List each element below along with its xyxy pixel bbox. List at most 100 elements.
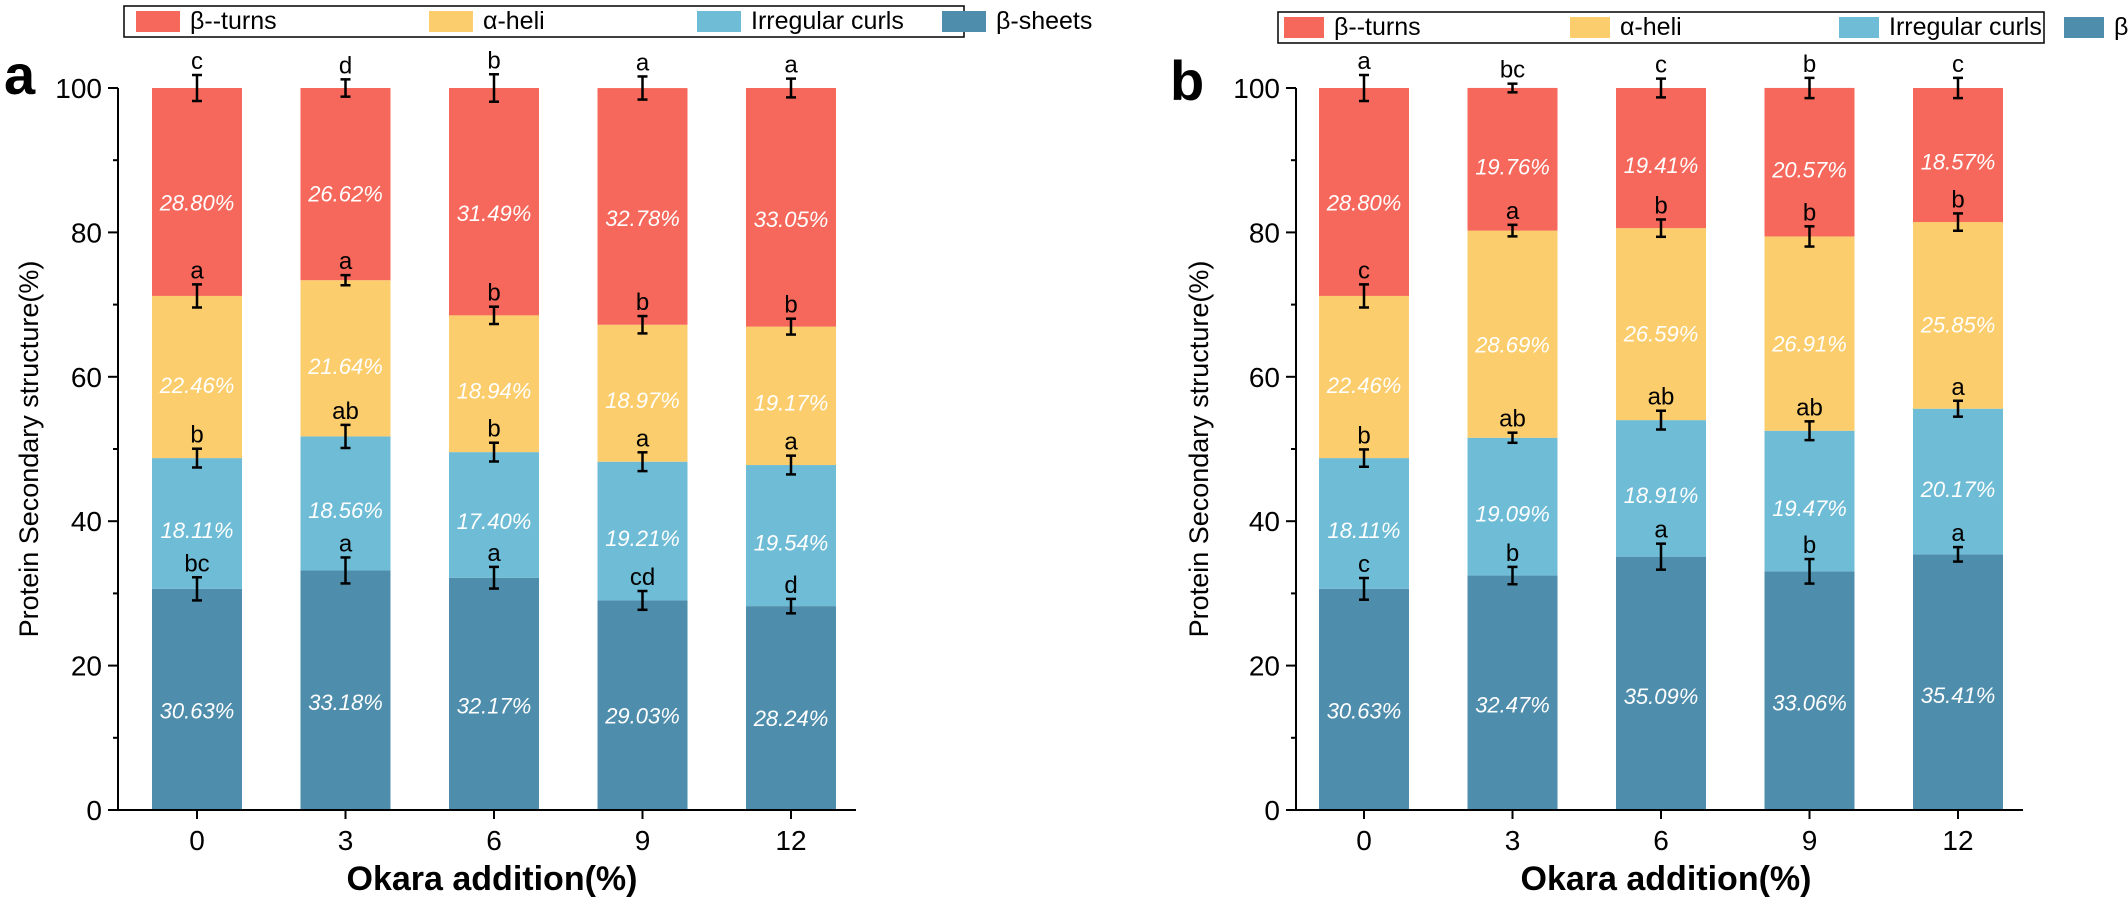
x-tick-label: 3 bbox=[1505, 825, 1521, 856]
significance-letter: a bbox=[487, 540, 501, 567]
significance-letter: a bbox=[1951, 520, 1965, 547]
data-label: 29.03% bbox=[604, 704, 680, 729]
data-label: 32.17% bbox=[457, 693, 532, 718]
bar-segment bbox=[1319, 88, 1409, 296]
data-label: 18.94% bbox=[457, 379, 532, 404]
bar-segment bbox=[1467, 87, 1558, 231]
data-label: 18.97% bbox=[605, 388, 680, 413]
significance-letter: b bbox=[1803, 532, 1816, 559]
data-label: 19.21% bbox=[605, 526, 680, 551]
bar-segment bbox=[1467, 437, 1558, 576]
legend-entry: β--turns bbox=[190, 7, 277, 35]
y-tick-label: 0 bbox=[86, 795, 102, 826]
significance-letter: ab bbox=[332, 398, 359, 425]
bar-segment bbox=[300, 88, 391, 281]
significance-letter: ab bbox=[1499, 406, 1526, 433]
data-label: 19.17% bbox=[754, 391, 829, 416]
significance-letter: a bbox=[339, 530, 353, 557]
significance-letter: b bbox=[1506, 540, 1519, 567]
bar-segment bbox=[1764, 571, 1855, 810]
data-label: 19.41% bbox=[1624, 153, 1699, 178]
data-label: 19.54% bbox=[754, 531, 829, 556]
chart-panel-a: aβ--turns α-heli Irregular curls β-sheets30… bbox=[4, 5, 1092, 898]
legend-entry: Irregular curls bbox=[1889, 13, 2042, 41]
bar-segment bbox=[1616, 420, 1706, 557]
significance-letter: ab bbox=[1648, 384, 1675, 411]
legend-entry: α-heli bbox=[483, 7, 545, 35]
bar-segment bbox=[300, 570, 391, 810]
significance-letter: c bbox=[1358, 257, 1370, 284]
data-label: 18.11% bbox=[1328, 518, 1401, 543]
significance-letter: c bbox=[1655, 52, 1667, 79]
significance-letter: ab bbox=[1796, 394, 1823, 421]
bar-segment bbox=[1764, 236, 1855, 431]
significance-letter: a bbox=[636, 49, 650, 76]
panel-label: a bbox=[4, 43, 36, 106]
significance-letter: b bbox=[1803, 51, 1816, 78]
data-label: 21.64% bbox=[307, 354, 383, 379]
data-label: 20.57% bbox=[1771, 158, 1847, 183]
legend-swatch bbox=[1839, 17, 1879, 38]
data-label: 33.05% bbox=[754, 207, 829, 232]
data-label: 26.91% bbox=[1771, 331, 1847, 356]
data-label: 32.47% bbox=[1475, 693, 1550, 718]
data-label: 33.06% bbox=[1772, 691, 1847, 716]
x-tick-label: 6 bbox=[486, 825, 502, 856]
bar-segment bbox=[152, 88, 242, 296]
data-label: 26.62% bbox=[307, 182, 383, 207]
bar-segment bbox=[300, 436, 391, 571]
y-axis-label: Protein Secondary structure(%) bbox=[14, 261, 44, 638]
bar-segment bbox=[152, 588, 242, 810]
legend-entry: α-heli bbox=[1620, 13, 1682, 41]
y-tick-label: 20 bbox=[71, 651, 102, 682]
x-tick-label: 12 bbox=[1942, 825, 1973, 856]
x-axis-label: Okara addition(%) bbox=[347, 860, 638, 898]
legend-swatch bbox=[429, 11, 473, 32]
data-label: 18.91% bbox=[1624, 483, 1699, 508]
y-tick-label: 0 bbox=[1264, 795, 1280, 826]
y-tick-label: 20 bbox=[1249, 651, 1280, 682]
bar-segment bbox=[449, 315, 539, 453]
y-tick-label: 40 bbox=[71, 506, 102, 537]
bar-segment bbox=[1913, 408, 2003, 555]
legend-box bbox=[1277, 11, 2045, 44]
significance-letter: c bbox=[1358, 551, 1370, 578]
data-label: 30.63% bbox=[1327, 698, 1402, 723]
data-label: 19.09% bbox=[1475, 502, 1550, 527]
bar-segment bbox=[1319, 458, 1409, 589]
legend-swatch bbox=[942, 11, 986, 32]
x-tick-label: 6 bbox=[1653, 825, 1669, 856]
data-label: 31.49% bbox=[457, 201, 532, 226]
legend-entry: β-sheets bbox=[2114, 13, 2128, 41]
y-axis-label: Protein Secondary structure(%) bbox=[1184, 261, 1214, 638]
bar-segment bbox=[746, 88, 836, 327]
bar-segment bbox=[746, 326, 836, 466]
panel-label: b bbox=[1170, 49, 1204, 112]
significance-letter: b bbox=[190, 422, 203, 449]
y-tick-label: 100 bbox=[1233, 73, 1280, 104]
significance-letter: a bbox=[1654, 517, 1668, 544]
significance-letter: b bbox=[636, 289, 649, 316]
bar-segment bbox=[449, 452, 539, 578]
significance-letter: bc bbox=[184, 550, 209, 577]
significance-letter: d bbox=[784, 572, 797, 599]
bar-segment bbox=[1764, 87, 1855, 237]
data-label: 20.17% bbox=[1920, 477, 1996, 502]
bar-segment bbox=[597, 324, 688, 462]
y-tick-label: 40 bbox=[1249, 506, 1280, 537]
data-label: 33.18% bbox=[308, 690, 383, 715]
significance-letter: b bbox=[1654, 192, 1667, 219]
data-label: 28.80% bbox=[1326, 190, 1402, 215]
data-label: 26.59% bbox=[1623, 322, 1699, 347]
bar-segment bbox=[597, 88, 688, 325]
x-tick-label: 9 bbox=[635, 825, 651, 856]
data-label: 35.41% bbox=[1921, 683, 1996, 708]
legend-swatch bbox=[1570, 17, 1610, 38]
y-tick-label: 100 bbox=[55, 73, 102, 104]
significance-letter: a bbox=[784, 429, 798, 456]
x-tick-label: 9 bbox=[1802, 825, 1818, 856]
bar-segment bbox=[1764, 430, 1855, 572]
legend-swatch bbox=[2064, 17, 2104, 38]
significance-letter: b bbox=[487, 416, 500, 443]
